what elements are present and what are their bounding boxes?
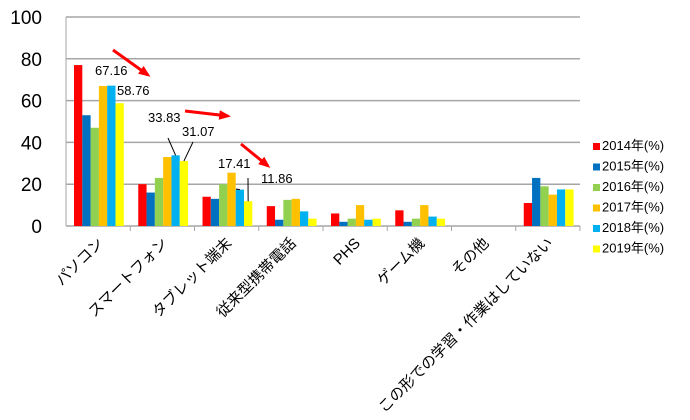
bar-2015年(%) (339, 222, 347, 226)
bar-2019年(%) (437, 219, 445, 226)
bar-2015年(%) (404, 222, 412, 226)
y-tick-label: 100 (10, 8, 42, 29)
bar-2017年(%) (99, 86, 107, 226)
legend-swatch (593, 164, 600, 171)
bar-2016年(%) (91, 128, 99, 226)
x-tick-label: PHS (330, 235, 364, 269)
bar-2018年(%) (300, 211, 308, 226)
bar-2017年(%) (549, 195, 557, 226)
bar-2014年(%) (524, 203, 532, 226)
bar-2016年(%) (540, 186, 548, 226)
bar-2017年(%) (227, 173, 235, 226)
bar-2016年(%) (348, 219, 356, 226)
bar-2017年(%) (356, 205, 364, 226)
bar-2016年(%) (155, 178, 163, 226)
bar-2019年(%) (180, 161, 188, 226)
bar-2019年(%) (373, 219, 381, 226)
bar-2017年(%) (163, 157, 171, 226)
bar-2014年(%) (331, 213, 339, 226)
bar-2014年(%) (74, 65, 82, 226)
bar-2019年(%) (308, 219, 316, 226)
bar-2017年(%) (420, 205, 428, 226)
bar-2018年(%) (557, 189, 565, 226)
legend-swatch (593, 205, 600, 212)
bar-2015年(%) (275, 220, 283, 226)
data-label: 33.83 (148, 110, 181, 125)
bar-2018年(%) (428, 217, 436, 226)
bar-2018年(%) (364, 220, 372, 226)
x-tick-label: ゲーム機 (374, 235, 428, 289)
bar-2018年(%) (171, 155, 179, 226)
legend-swatch (593, 184, 600, 191)
legend-label: 2016年(%) (602, 179, 664, 194)
bar-2015年(%) (147, 193, 155, 226)
y-tick-label: 80 (21, 50, 42, 71)
y-tick-label: 60 (21, 92, 42, 113)
x-tick-label: パソコン (52, 235, 106, 289)
bar-2016年(%) (412, 219, 420, 226)
legend-label: 2015年(%) (602, 159, 664, 174)
data-label: 58.76 (117, 83, 150, 98)
bar-2019年(%) (244, 201, 252, 226)
leader-line (168, 138, 176, 155)
legend-swatch (593, 246, 600, 253)
legend-label: 2014年(%) (602, 138, 664, 153)
bar-2015年(%) (211, 199, 219, 226)
x-tick-label: その他 (449, 235, 493, 279)
legend-label: 2017年(%) (602, 200, 664, 215)
bar-2014年(%) (267, 206, 275, 226)
data-label: 11.86 (261, 171, 293, 186)
y-tick-label: 40 (21, 133, 42, 154)
legend-swatch (593, 143, 600, 150)
bar-2018年(%) (236, 190, 244, 226)
bar-2019年(%) (565, 189, 573, 226)
y-tick-label: 20 (21, 175, 42, 196)
bar-2015年(%) (82, 115, 90, 226)
bar-2018年(%) (107, 86, 115, 226)
data-label: 31.07 (182, 124, 215, 139)
y-tick-label: 0 (31, 217, 42, 238)
legend-label: 2018年(%) (602, 220, 664, 235)
legend-swatch (593, 225, 600, 232)
bar-2017年(%) (292, 199, 300, 226)
leader-line (184, 142, 193, 161)
data-label: 67.16 (95, 63, 128, 78)
arrow-head-icon (219, 110, 231, 120)
data-label: 17.41 (218, 156, 251, 171)
bar-2019年(%) (116, 103, 124, 226)
bar-2015年(%) (532, 178, 540, 226)
legend-label: 2019年(%) (602, 241, 664, 256)
bar-2014年(%) (395, 210, 403, 226)
bar-2016年(%) (283, 200, 291, 226)
leader-line (236, 189, 240, 190)
bar-2016年(%) (219, 184, 227, 226)
bar-2014年(%) (203, 197, 211, 226)
bar-2014年(%) (138, 184, 146, 226)
